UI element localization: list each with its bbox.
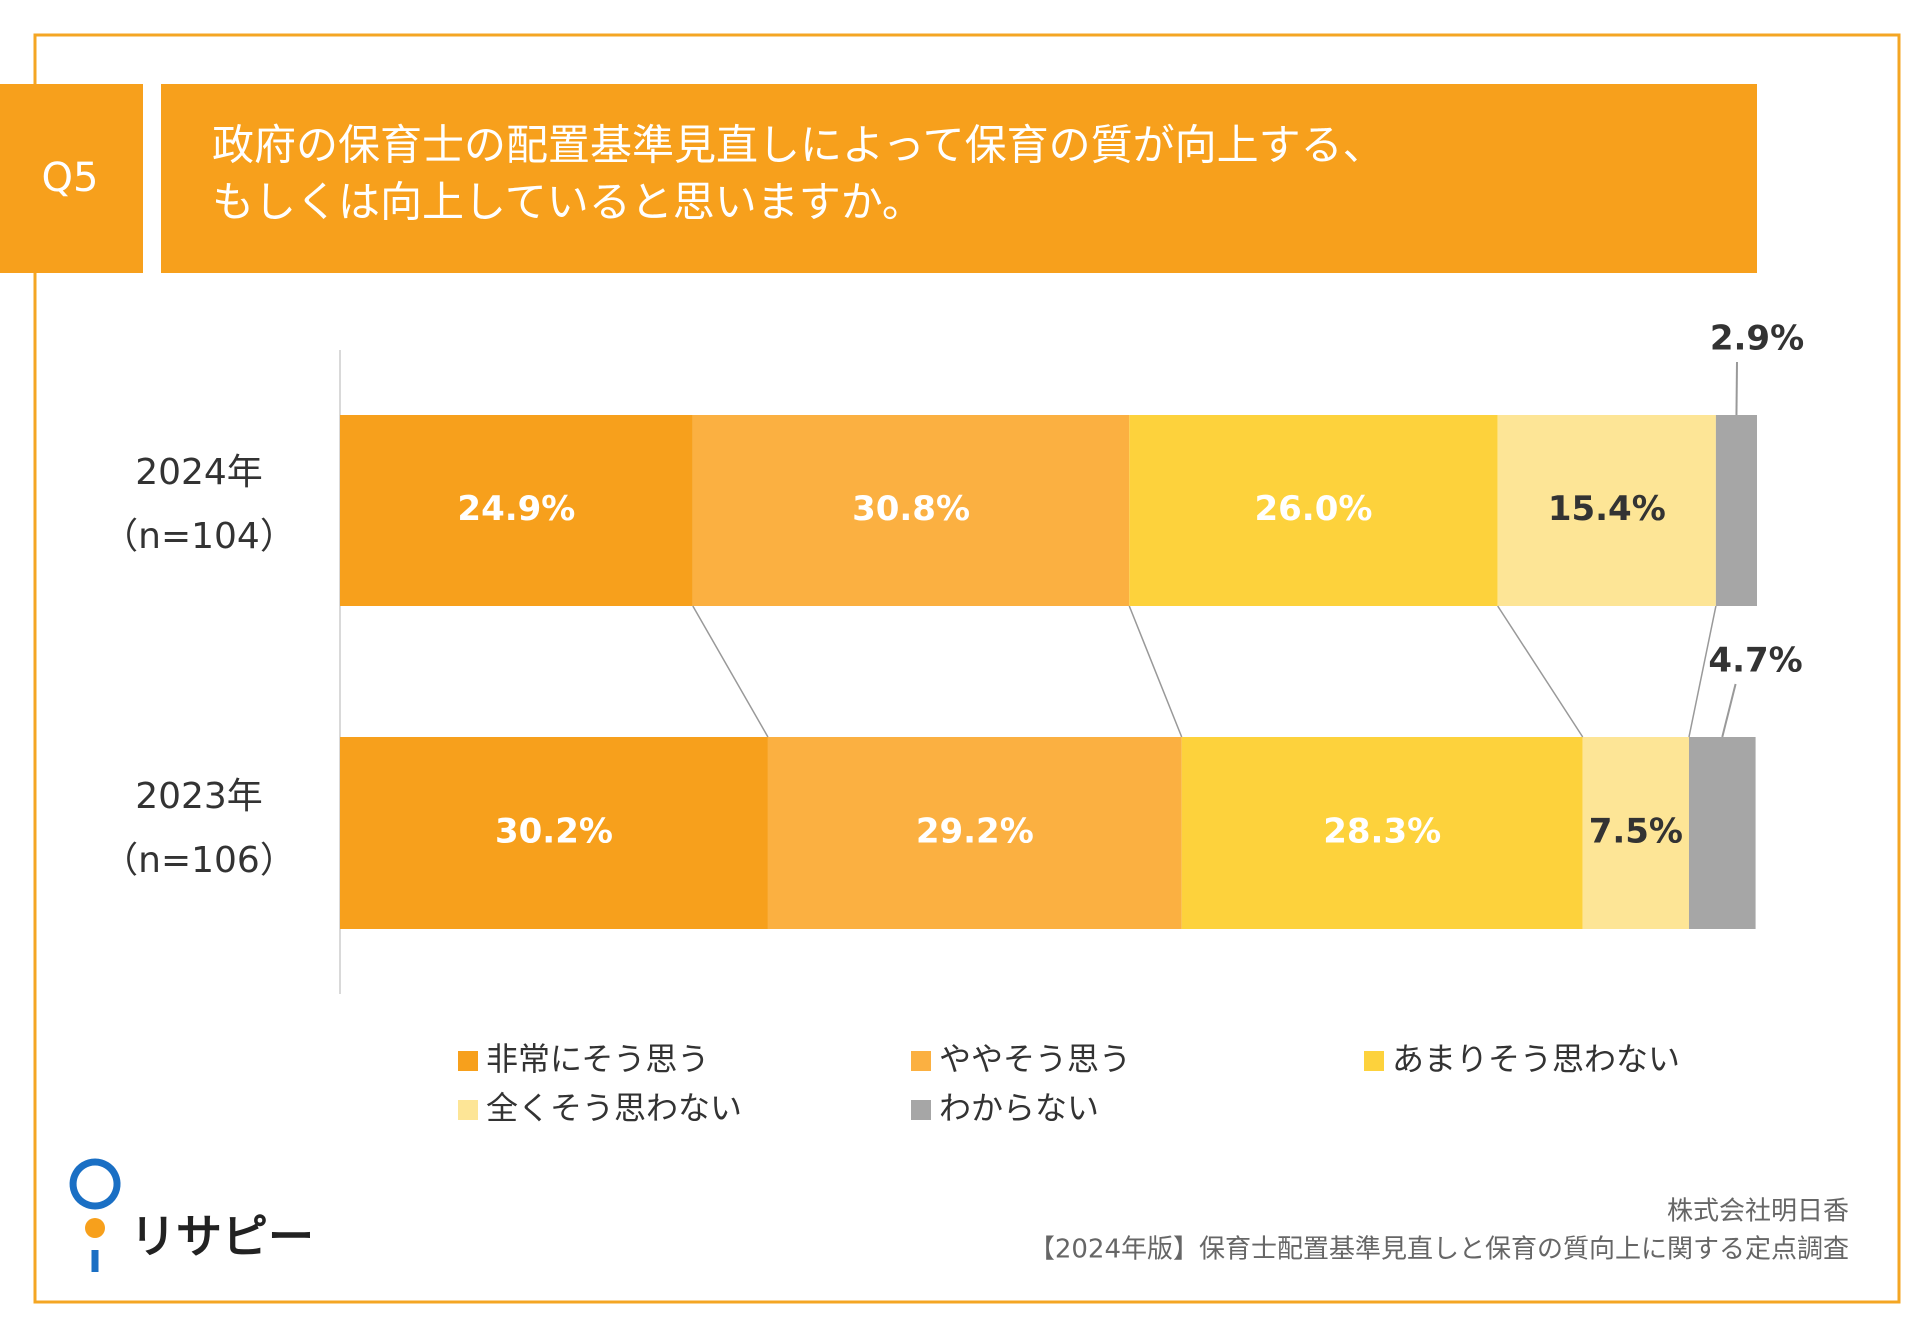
value-label: 24.9% [457,489,575,529]
legend-swatch [458,1100,478,1120]
category-label: （n=104） [102,516,296,557]
value-label: 15.4% [1548,489,1666,529]
value-label: 2.9% [1710,319,1804,359]
bar-segment [340,737,768,929]
bar-segment [1688,737,1756,929]
logo-icon [85,1218,105,1238]
value-label: 30.8% [852,489,970,529]
legend-swatch [911,1051,931,1071]
category-label: 2023年 [135,776,263,817]
footer-survey: 【2024年版】保育士配置基準見直しと保育の質向上に関する定点調査 [1029,1235,1849,1265]
legend-swatch [1364,1051,1384,1071]
legend-label: 全くそう思わない [486,1089,742,1127]
category-label: 2024年 [135,452,263,493]
legend-label: あまりそう思わない [1392,1040,1680,1078]
bar-segment [1582,737,1689,929]
question-number-box [0,84,143,273]
legend-label: 非常にそう思う [486,1040,709,1078]
legend-swatch [911,1100,931,1120]
value-label: 29.2% [916,812,1034,852]
category-label: （n=106） [102,840,296,881]
question-box [161,84,1757,273]
bar-segment [767,737,1182,929]
leader-line [1735,361,1738,416]
logo: リサピー [69,1158,314,1272]
value-label: 7.5% [1589,812,1683,852]
connector-line [692,605,769,738]
bar-segment [340,415,693,606]
value-label: 4.7% [1708,641,1802,681]
value-label: 26.0% [1254,489,1372,529]
bar-segment [1129,415,1498,606]
bar-segment [1181,737,1583,929]
connector-line [1497,605,1584,738]
connector-line [1128,605,1183,738]
value-label: 28.3% [1323,812,1441,852]
legend-label: わからない [939,1089,1099,1127]
leader-line [1721,683,1737,738]
legend-label: ややそう思う [939,1040,1131,1078]
footer-company: 株式会社明日香 [1667,1197,1849,1227]
bar-segment [692,415,1130,606]
frame [33,33,1901,1304]
logo-text: リサピー [130,1210,314,1264]
bar-segment [1715,415,1757,606]
value-label: 30.2% [495,812,613,852]
connector-line [1688,605,1717,738]
bar-segment [1497,415,1716,606]
legend-swatch [458,1051,478,1071]
question-line: もしくは向上していると思いますか。 [212,178,924,227]
question-number: Q5 [42,155,99,201]
question-line: 政府の保育士の配置基準見直しによって保育の質が向上する、 [212,121,1385,170]
logo-icon [69,1158,121,1210]
